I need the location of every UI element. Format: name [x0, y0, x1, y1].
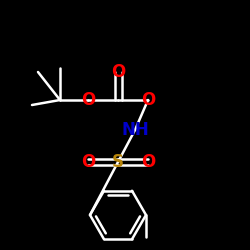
Text: S: S — [112, 153, 124, 171]
Text: O: O — [111, 63, 125, 81]
Text: O: O — [81, 153, 95, 171]
Text: O: O — [141, 91, 155, 109]
Text: O: O — [81, 91, 95, 109]
Text: O: O — [141, 153, 155, 171]
Text: NH: NH — [121, 121, 149, 139]
